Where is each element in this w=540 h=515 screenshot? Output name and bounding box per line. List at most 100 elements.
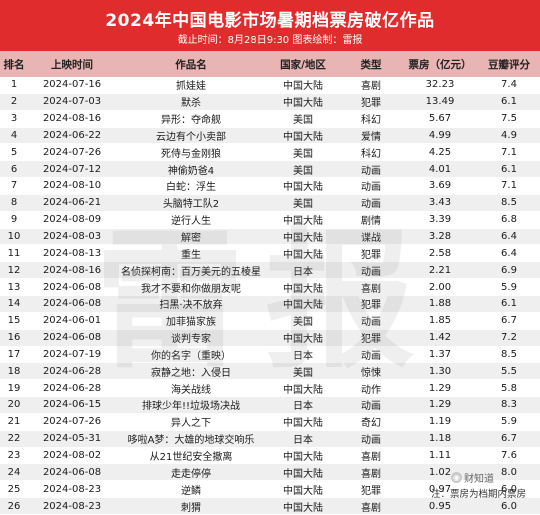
table-row: 15 2024-06-01 加菲猫家族 美国 动画 1.85 6.7	[0, 312, 540, 330]
cell-box-office: 1.85	[402, 312, 478, 330]
cell-box-office: 1.29	[402, 379, 478, 398]
cell-douban-score: 6.0	[478, 497, 540, 515]
cell-douban-score: 5.9	[478, 278, 540, 296]
cell-rank: 8	[0, 194, 28, 212]
cell-title: 寂静之地：入侵日	[116, 362, 266, 381]
cell-box-office: 1.30	[402, 362, 478, 381]
cell-rank: 2	[0, 93, 28, 111]
cell-rank: 7	[0, 177, 28, 195]
cell-box-office: 4.99	[402, 127, 478, 145]
cell-douban-score: 6.1	[478, 295, 540, 313]
cell-region: 美国	[266, 143, 340, 162]
cell-title: 抓娃娃	[116, 77, 266, 94]
cell-douban-score: 6.7	[478, 430, 540, 448]
cell-date: 2024-08-16	[28, 110, 116, 128]
cell-box-office: 1.29	[402, 396, 478, 414]
cell-title: 我才不要和你做朋友呢	[116, 278, 266, 296]
cell-douban-score: 5.5	[478, 362, 540, 381]
cell-genre: 犯罪	[340, 480, 402, 499]
table-row: 17 2024-07-19 你的名字（重映） 日本 动画 1.37 8.5	[0, 346, 540, 364]
footer-brand: ◉ 财知道	[451, 470, 494, 485]
cell-date: 2024-08-09	[28, 211, 116, 229]
cell-box-office: 1.88	[402, 295, 478, 313]
cell-region: 美国	[266, 110, 340, 128]
table-row: 1 2024-07-16 抓娃娃 中国大陆 喜剧 32.23 7.4	[0, 77, 540, 94]
table-row: 23 2024-08-02 从21世纪安全撤离 中国大陆 喜剧 1.11 7.6	[0, 447, 540, 465]
cell-genre: 动作	[340, 379, 402, 398]
table-row: 7 2024-08-10 白蛇：浮生 中国大陆 动画 3.69 7.1	[0, 177, 540, 195]
table-row: 21 2024-07-26 异人之下 中国大陆 奇幻 1.19 5.9	[0, 413, 540, 431]
cell-title: 白蛇：浮生	[116, 177, 266, 195]
cell-genre: 喜剧	[340, 278, 402, 296]
cell-rank: 21	[0, 413, 28, 431]
cell-genre: 喜剧	[340, 77, 402, 94]
cell-region: 中国大陆	[266, 295, 340, 313]
cell-title: 神偷奶爸4	[116, 160, 266, 179]
cell-genre: 动画	[340, 346, 402, 364]
cell-douban-score: 7.2	[478, 329, 540, 347]
cell-genre: 犯罪	[340, 329, 402, 347]
cell-date: 2024-07-19	[28, 346, 116, 364]
cell-title: 死侍与金刚狼	[116, 143, 266, 162]
cell-box-office: 2.58	[402, 244, 478, 263]
cell-rank: 9	[0, 211, 28, 229]
cell-date: 2024-07-16	[28, 77, 116, 94]
cell-rank: 22	[0, 430, 28, 448]
cell-genre: 犯罪	[340, 295, 402, 313]
cell-region: 中国大陆	[266, 127, 340, 145]
cell-douban-score: 7.1	[478, 177, 540, 195]
cell-genre: 奇幻	[340, 413, 402, 431]
cell-douban-score: 7.6	[478, 447, 540, 465]
cell-douban-score: 6.4	[478, 244, 540, 263]
cell-date: 2024-08-13	[28, 244, 116, 263]
cell-genre: 动画	[340, 430, 402, 448]
cell-box-office: 0.97	[402, 480, 478, 499]
cell-region: 日本	[266, 396, 340, 414]
cell-date: 2024-08-23	[28, 497, 116, 515]
cell-genre: 剧情	[340, 211, 402, 229]
page-header: 2024年中国电影市场暑期档票房破亿作品 截止时间：8月28日9:30 图表绘制…	[0, 0, 540, 51]
table-row: 4 2024-06-22 云边有个小卖部 中国大陆 爱情 4.99 4.9	[0, 127, 540, 145]
cell-title: 重生	[116, 244, 266, 263]
cell-rank: 3	[0, 110, 28, 128]
cell-title: 从21世纪安全撤离	[116, 447, 266, 465]
cell-douban-score: 7.1	[478, 143, 540, 162]
cell-date: 2024-07-26	[28, 413, 116, 431]
footer-note: 注：票房为档期内票房	[430, 489, 526, 500]
table-row: 2 2024-07-03 默杀 中国大陆 犯罪 13.49 6.1	[0, 93, 540, 111]
table-row: 19 2024-06-28 海关战线 中国大陆 动作 1.29 5.8	[0, 379, 540, 398]
cell-box-office: 3.69	[402, 177, 478, 195]
cell-date: 2024-06-28	[28, 362, 116, 381]
column-header-region: 国家/地区	[266, 51, 340, 77]
cell-rank: 19	[0, 379, 28, 398]
cell-box-office: 5.67	[402, 110, 478, 128]
cell-genre: 动画	[340, 261, 402, 280]
cell-region: 日本	[266, 261, 340, 280]
cell-box-office: 1.18	[402, 430, 478, 448]
cell-box-office: 4.01	[402, 160, 478, 179]
cell-box-office: 0.95	[402, 497, 478, 515]
cell-rank: 4	[0, 127, 28, 145]
cell-rank: 23	[0, 447, 28, 465]
cell-box-office: 1.37	[402, 346, 478, 364]
cell-douban-score: 6.1	[478, 93, 540, 111]
cell-rank: 1	[0, 77, 28, 94]
cell-box-office: 3.28	[402, 228, 478, 246]
cell-genre: 谍战	[340, 228, 402, 246]
cell-title: 扫黑·决不放弃	[116, 295, 266, 313]
cell-box-office: 1.42	[402, 329, 478, 347]
table-row: 10 2024-08-03 解密 中国大陆 谍战 3.28 6.4	[0, 228, 540, 246]
cell-date: 2024-07-12	[28, 160, 116, 179]
cell-date: 2024-08-23	[28, 480, 116, 499]
cell-box-office: 3.43	[402, 194, 478, 212]
cell-title: 异人之下	[116, 413, 266, 431]
table-row: 24 2024-06-08 走走停停 中国大陆 喜剧 1.02 8.0	[0, 463, 540, 482]
cell-douban-score: 6.7	[478, 312, 540, 330]
cell-date: 2024-06-28	[28, 379, 116, 398]
cell-genre: 喜剧	[340, 447, 402, 465]
cell-region: 中国大陆	[266, 77, 340, 94]
cell-title: 刺猬	[116, 497, 266, 515]
cell-region: 美国	[266, 160, 340, 179]
cell-genre: 动画	[340, 160, 402, 179]
cell-genre: 喜剧	[340, 497, 402, 515]
